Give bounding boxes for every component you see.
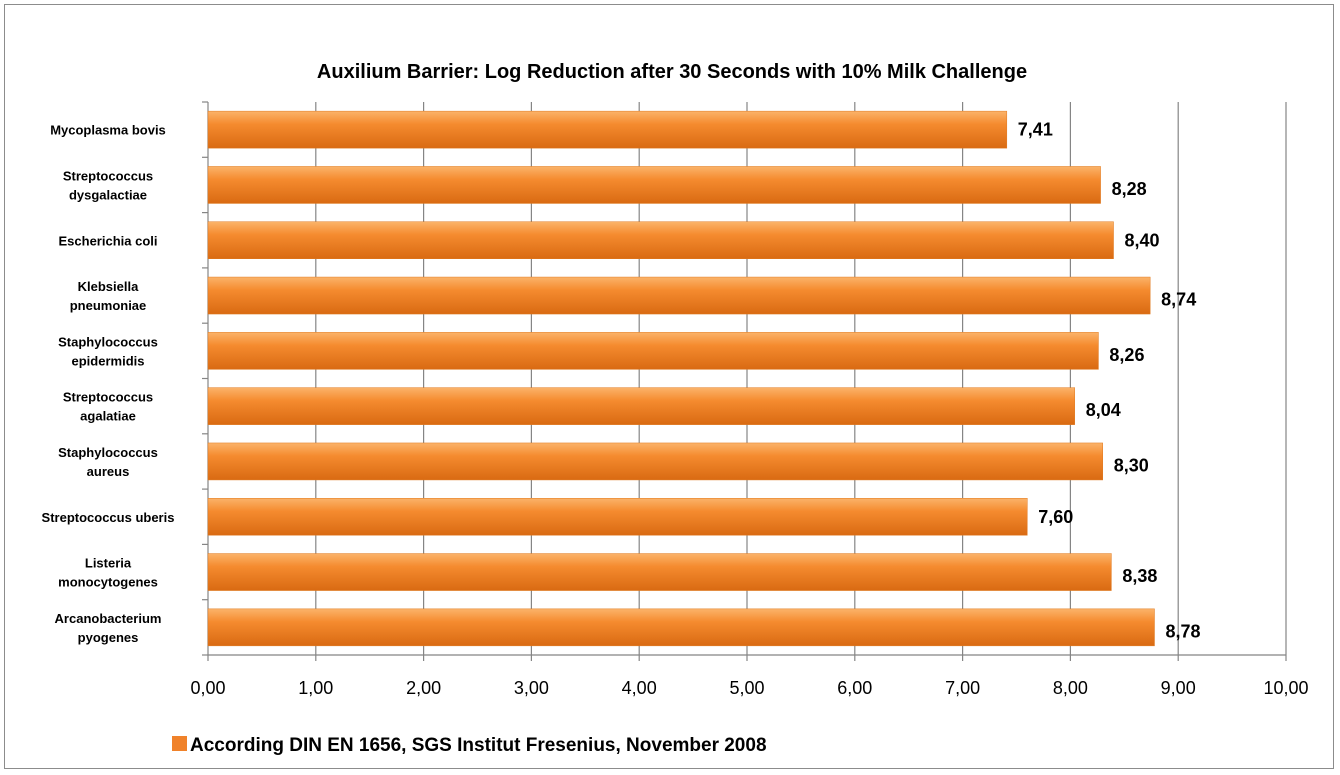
x-tick-label: 1,00 [298, 678, 333, 698]
data-label: 7,60 [1038, 507, 1073, 527]
x-tick-label: 8,00 [1053, 678, 1088, 698]
bar [207, 387, 1075, 425]
data-label: 8,26 [1109, 345, 1144, 365]
category-label: Mycoplasma bovis [50, 123, 166, 138]
x-tick-label: 9,00 [1161, 678, 1196, 698]
category-label: Klebsiella [78, 279, 139, 294]
data-label: 8,40 [1125, 230, 1160, 250]
legend: According DIN EN 1656, SGS Institut Fres… [172, 735, 767, 756]
category-labels: Mycoplasma bovis Streptococcus dysgalactia… [42, 123, 175, 645]
category-label: Streptococcus uberis [42, 510, 175, 525]
data-label: 8,78 [1165, 621, 1200, 641]
x-tick-label: 4,00 [622, 678, 657, 698]
x-tick-label: 2,00 [406, 678, 441, 698]
bar [207, 332, 1099, 370]
category-label: Arcanobacterium [55, 611, 162, 626]
x-tick-label: 0,00 [190, 678, 225, 698]
x-tick-label: 5,00 [729, 678, 764, 698]
category-label: pyogenes [78, 630, 139, 645]
data-label: 8,28 [1112, 179, 1147, 199]
x-tick-labels: 0,00 1,00 2,00 3,00 4,00 5,00 6,00 7,00 8,00 9,00… [190, 678, 1308, 698]
bar [207, 276, 1151, 315]
x-tick-label: 3,00 [514, 678, 549, 698]
bar [207, 608, 1155, 647]
data-label: 7,41 [1018, 120, 1053, 140]
bar [207, 442, 1103, 481]
bars [207, 110, 1155, 647]
category-label: Staphylococcus [58, 334, 158, 349]
data-label: 8,30 [1114, 455, 1149, 475]
legend-label: According DIN EN 1656, SGS Institut Fres… [190, 735, 767, 756]
data-label: 8,74 [1161, 290, 1196, 310]
category-label: aureus [87, 464, 130, 479]
category-label: Escherichia coli [59, 233, 158, 248]
x-tick-label: 6,00 [837, 678, 872, 698]
data-label: 8,38 [1122, 566, 1157, 586]
category-label: dysgalactiae [69, 187, 147, 202]
x-tick-label: 10,00 [1263, 678, 1308, 698]
category-label: agalatiae [80, 409, 136, 424]
category-label: Staphylococcus [58, 445, 158, 460]
category-label: Streptococcus [63, 390, 153, 405]
x-tick-label: 7,00 [945, 678, 980, 698]
bar [207, 498, 1028, 536]
bar [207, 110, 1008, 149]
bar [207, 553, 1112, 591]
data-label: 8,04 [1086, 400, 1121, 420]
category-label: pneumoniae [70, 298, 147, 313]
chart-title: Auxilium Barrier: Log Reduction after 30… [317, 61, 1027, 83]
category-label: Listeria [85, 556, 132, 571]
category-label: Streptococcus [63, 168, 153, 183]
data-labels: 7,41 8,28 8,40 8,74 8,26 8,04 8,30 7,60 8,38 8,78 [1018, 120, 1201, 642]
legend-swatch [172, 736, 187, 751]
category-label: epidermidis [72, 353, 145, 368]
category-label: monocytogenes [58, 575, 158, 590]
bar [207, 166, 1101, 204]
bar [207, 221, 1114, 259]
